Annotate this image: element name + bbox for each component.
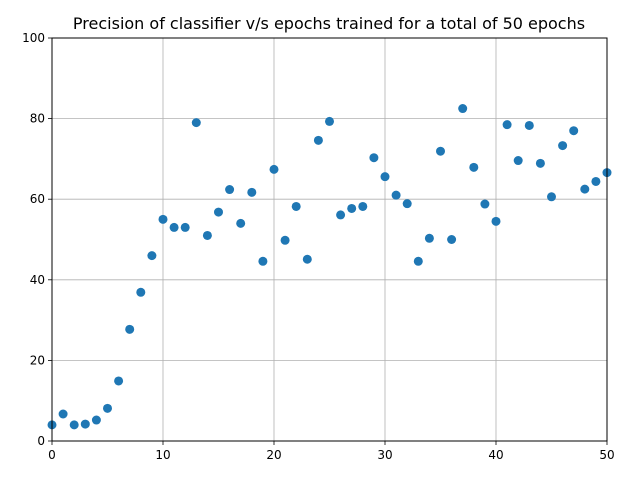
data-point <box>480 199 490 209</box>
data-point <box>69 420 79 430</box>
data-point <box>402 199 412 209</box>
y-tick-label: 60 <box>30 192 45 206</box>
data-point <box>558 141 568 151</box>
chart-title: Precision of classifier v/s epochs train… <box>73 14 585 33</box>
data-point <box>103 403 112 413</box>
data-point <box>358 201 368 211</box>
data-point <box>513 156 523 166</box>
data-point <box>91 415 101 425</box>
y-tick-label: 100 <box>22 31 45 45</box>
data-point <box>147 251 157 261</box>
data-point <box>136 287 146 297</box>
plot-frame <box>51 37 608 442</box>
data-point <box>424 233 434 243</box>
data-point <box>80 419 90 429</box>
data-point <box>325 116 334 126</box>
data-point <box>391 190 401 200</box>
y-tick-label: 0 <box>37 434 45 448</box>
data-point <box>447 235 457 244</box>
data-point <box>436 146 445 156</box>
data-point <box>524 120 534 130</box>
grid-lines <box>51 37 608 442</box>
data-point <box>280 235 290 245</box>
data-point <box>191 118 201 128</box>
data-point <box>547 192 556 202</box>
data-point <box>236 218 246 228</box>
x-tick-label: 10 <box>155 448 170 462</box>
data-point <box>458 104 468 114</box>
data-point <box>169 222 179 232</box>
y-tick-label: 20 <box>30 353 45 367</box>
data-point <box>535 158 545 168</box>
x-tick-label: 20 <box>266 448 281 462</box>
data-point <box>491 216 501 226</box>
data-point <box>413 256 423 266</box>
x-tick-label: 30 <box>377 448 392 462</box>
data-point <box>380 172 390 182</box>
data-point <box>502 120 512 130</box>
y-tick-label: 80 <box>30 112 45 126</box>
data-point <box>180 222 190 232</box>
data-point <box>247 187 257 197</box>
data-point <box>369 153 379 163</box>
data-point <box>469 162 479 172</box>
data-point <box>302 254 312 264</box>
data-point <box>125 324 135 334</box>
data-point <box>291 201 301 211</box>
data-point <box>225 185 235 195</box>
data-point <box>58 409 68 419</box>
data-point <box>580 184 590 194</box>
data-point <box>347 203 357 213</box>
data-point <box>214 207 223 217</box>
data-point <box>202 230 212 240</box>
data-point <box>313 135 323 145</box>
x-tick-label: 40 <box>488 448 503 462</box>
x-tick-label: 0 <box>48 448 56 462</box>
data-point <box>336 210 346 220</box>
data-point <box>269 164 279 174</box>
data-point <box>114 376 124 386</box>
data-point <box>569 126 579 136</box>
data-point <box>258 256 268 266</box>
data-points <box>47 104 612 430</box>
x-tick-label: 50 <box>599 448 614 462</box>
data-point <box>591 176 601 186</box>
axis-ticks: 0 10 20 30 40 50 0 20 40 60 80 100 <box>22 31 615 462</box>
y-tick-label: 40 <box>30 273 45 287</box>
data-point <box>158 214 168 224</box>
